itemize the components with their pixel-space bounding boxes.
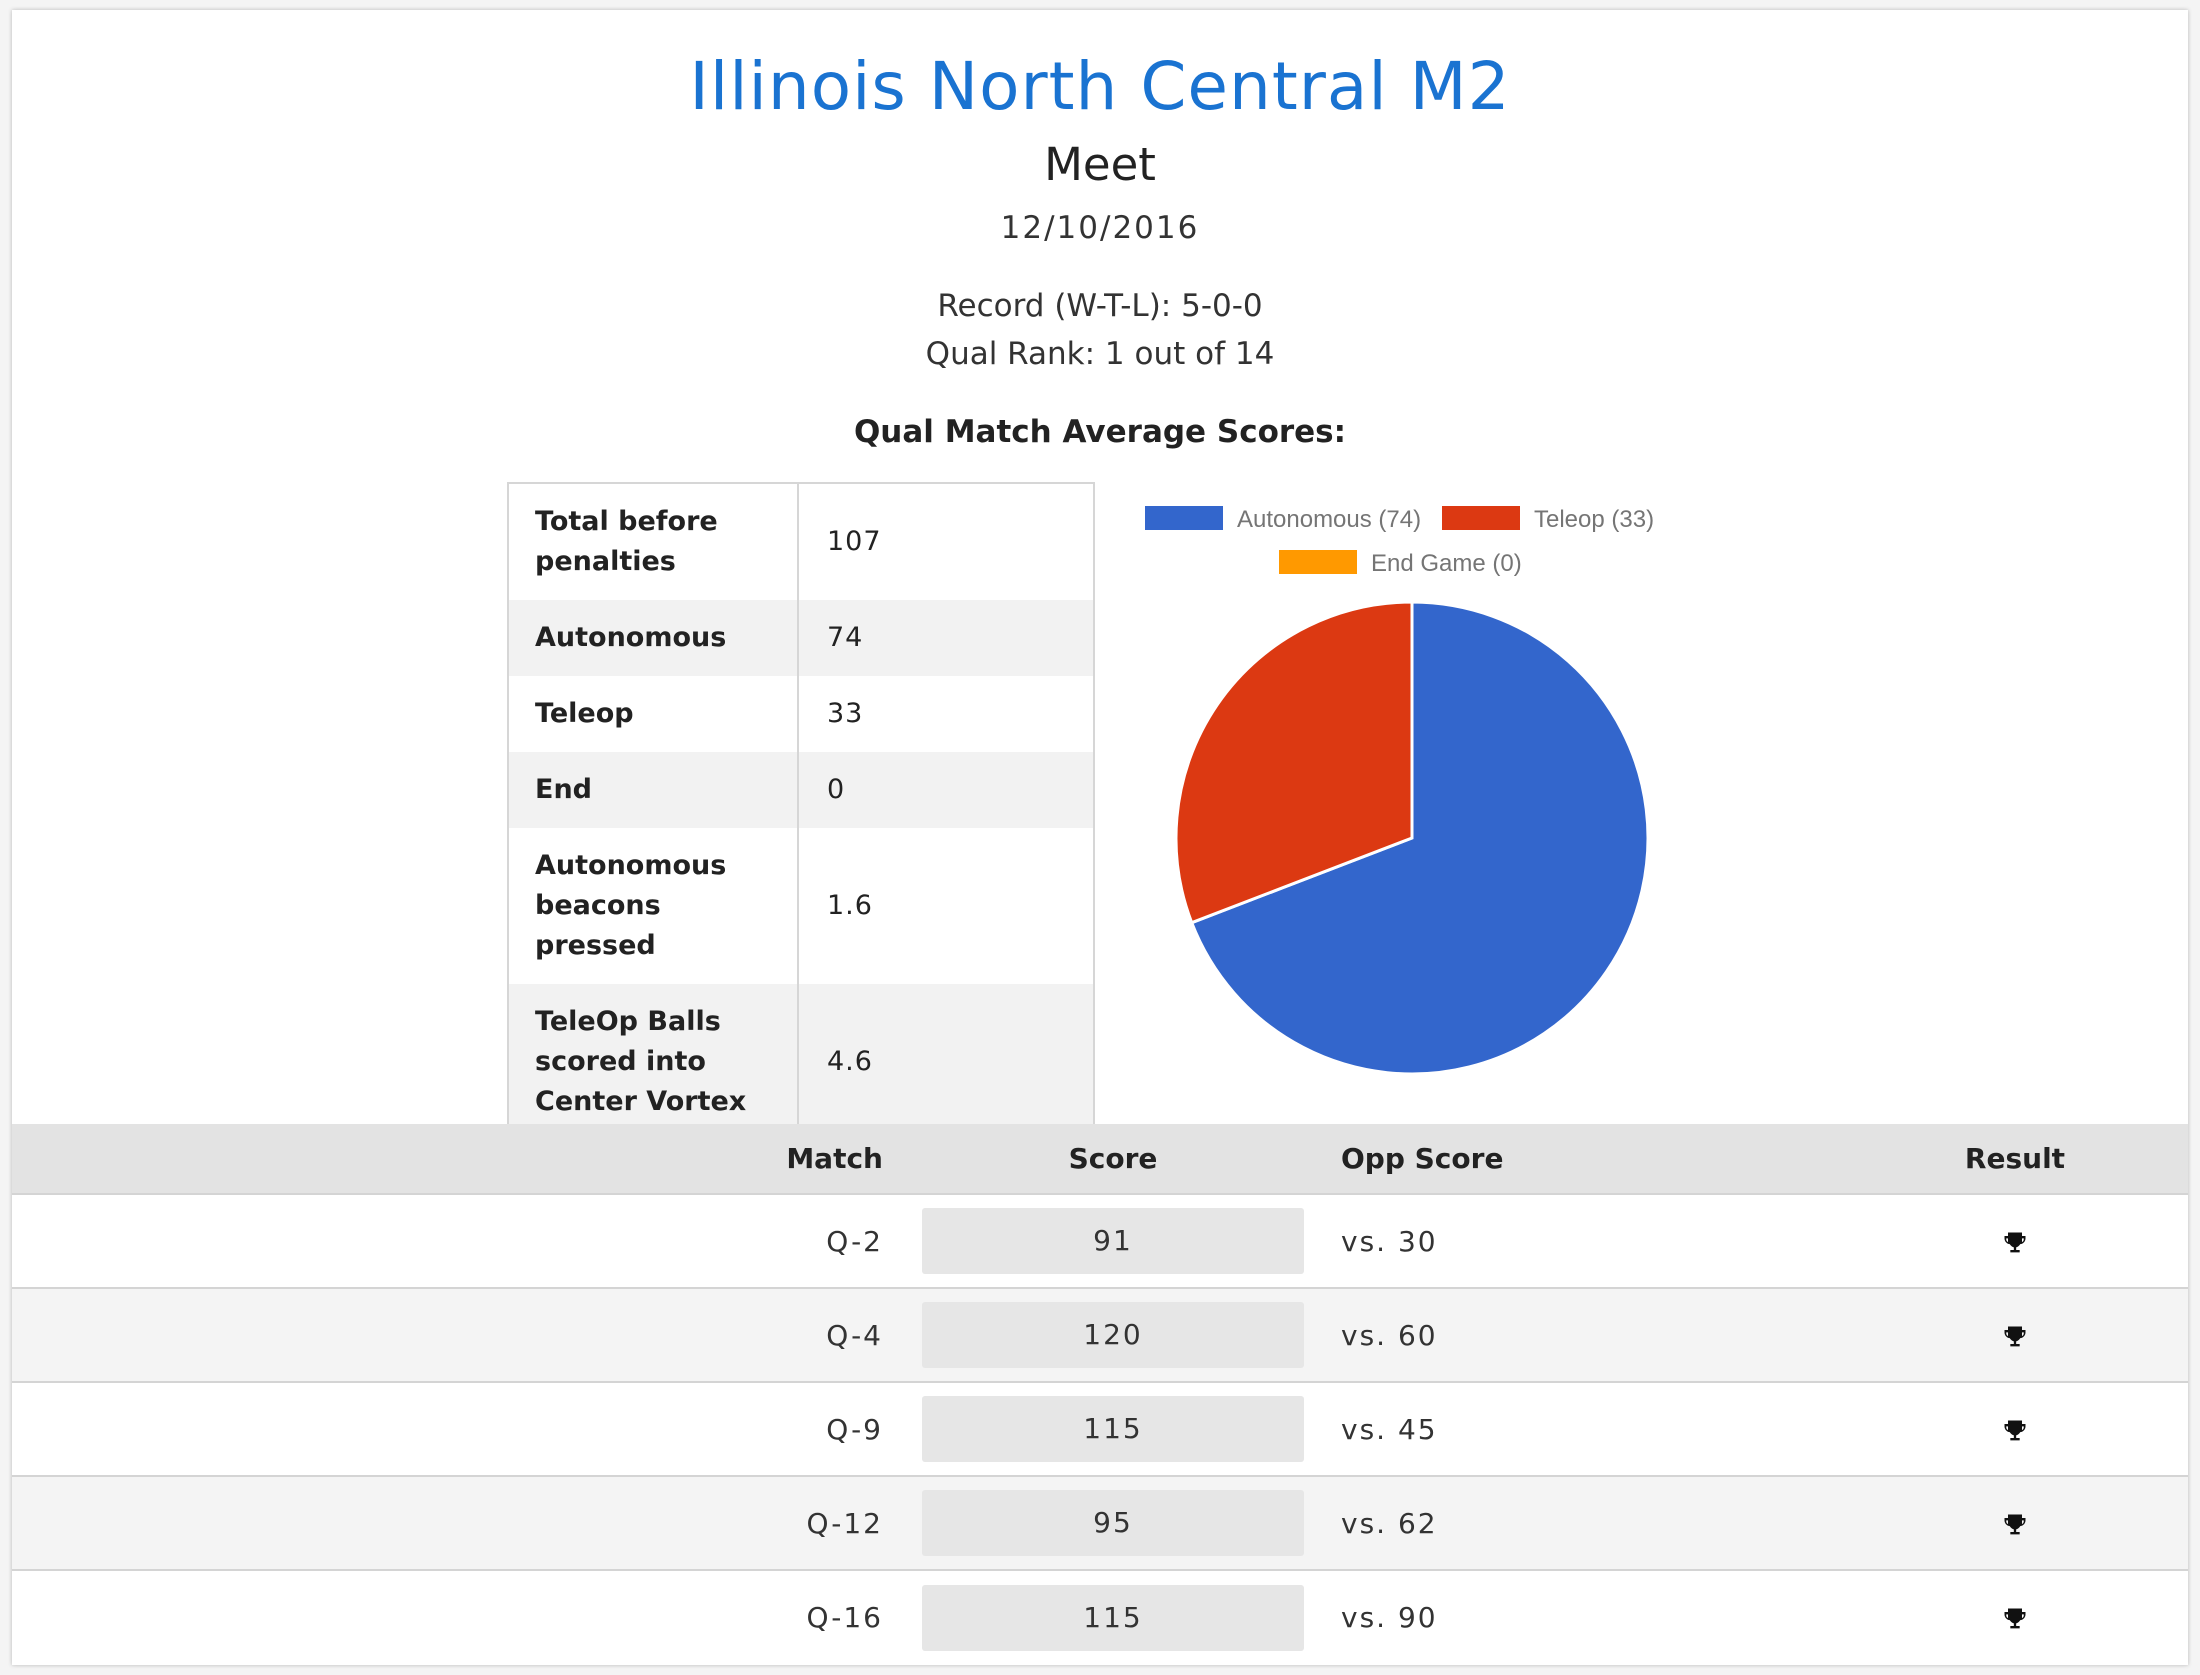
match-id: Q-4 [826, 1318, 883, 1352]
team-score: 95 [922, 1490, 1304, 1556]
stats-row: TeleOp Balls scored into Center Vortex 4… [508, 984, 1095, 1141]
legend-swatch [1442, 506, 1520, 530]
trophy-icon [2001, 1229, 2029, 1257]
score-breakdown-pie-chart[interactable]: Autonomous (74) Teleop (33) End Game (0) [1137, 492, 1697, 1092]
result-column-header[interactable]: Result [1964, 1142, 2066, 1175]
stats-row: Total before penalties 107 [508, 483, 1095, 600]
legend-swatch [1145, 506, 1223, 530]
event-title[interactable]: Illinois North Central M2 [689, 48, 1511, 125]
score-cell: 120 [921, 1288, 1305, 1382]
qual-rank-text: Qual Rank: 1 out of 14 [925, 336, 1275, 372]
matches-header-row: Match Score Opp Score Result [12, 1124, 2188, 1194]
stat-label: Teleop [508, 676, 799, 752]
legend-swatch [1279, 550, 1357, 574]
score-cell: 91 [921, 1194, 1305, 1288]
opponent-score: vs. 62 [1341, 1506, 1438, 1540]
stat-value: 74 [798, 600, 1095, 676]
average-scores-table: Total before penalties 107 Autonomous 74… [507, 482, 1095, 1142]
stat-label: TeleOp Balls scored into Center Vortex [508, 984, 799, 1141]
stat-label: Total before penalties [508, 483, 799, 600]
opponent-score: vs. 60 [1341, 1318, 1438, 1352]
stat-label: End [508, 752, 799, 828]
result-cell [1762, 1382, 2188, 1476]
legend-item[interactable]: Autonomous (74) [1145, 506, 1421, 533]
stat-label: Autonomous beacons pressed [508, 828, 799, 984]
opponent-score: vs. 45 [1341, 1412, 1438, 1446]
stat-value: 0 [798, 752, 1095, 828]
stat-value: 4.6 [798, 984, 1095, 1141]
match-row[interactable]: Q-4 120 vs. 60 [12, 1288, 2188, 1382]
score-cell: 115 [921, 1382, 1305, 1476]
event-card: Illinois North Central M2 Meet 12/10/201… [12, 10, 2188, 1665]
stats-row: Autonomous beacons pressed 1.6 [508, 828, 1095, 984]
stats-row: End 0 [508, 752, 1095, 828]
event-date: 12/10/2016 [1000, 210, 1200, 246]
opponent-score: vs. 90 [1341, 1601, 1438, 1634]
score-cell: 95 [921, 1476, 1305, 1570]
score-cell: 115 [921, 1570, 1305, 1664]
match-id: Q-9 [826, 1412, 883, 1446]
match-id: Q-16 [806, 1601, 883, 1634]
team-score: 115 [922, 1396, 1304, 1462]
match-row[interactable]: Q-12 95 vs. 62 [12, 1476, 2188, 1570]
pie-slice[interactable] [1174, 600, 1414, 925]
opp-score-column-header[interactable]: Opp Score [1341, 1142, 1504, 1175]
stats-row: Teleop 33 [508, 676, 1095, 752]
opponent-score: vs. 30 [1341, 1224, 1438, 1258]
trophy-icon [2001, 1417, 2029, 1445]
stat-value: 33 [798, 676, 1095, 752]
legend-item[interactable]: Teleop (33) [1442, 506, 1654, 533]
trophy-icon [2001, 1605, 2029, 1633]
stat-value: 1.6 [798, 828, 1095, 984]
team-score: 115 [922, 1584, 1304, 1651]
match-column-header[interactable]: Match [786, 1142, 883, 1175]
match-row[interactable]: Q-16 115 vs. 90 [12, 1570, 2188, 1664]
result-cell [1762, 1194, 2188, 1288]
result-cell [1762, 1288, 2188, 1382]
team-score: 120 [922, 1302, 1304, 1368]
pie-slice[interactable] [1189, 600, 1650, 1076]
trophy-icon [2001, 1511, 2029, 1539]
stats-row: Autonomous 74 [508, 600, 1095, 676]
match-id: Q-2 [826, 1224, 883, 1258]
score-column-header[interactable]: Score [1068, 1142, 1158, 1175]
result-cell [1762, 1476, 2188, 1570]
trophy-icon [2001, 1323, 2029, 1351]
record-text: Record (W-T-L): 5-0-0 [937, 288, 1263, 324]
stat-value: 107 [798, 483, 1095, 600]
stat-label: Autonomous [508, 600, 799, 676]
result-cell [1762, 1570, 2188, 1664]
event-type: Meet [1044, 138, 1156, 191]
legend-label: End Game (0) [1371, 550, 1522, 577]
legend-label: Autonomous (74) [1237, 506, 1421, 533]
team-score: 91 [922, 1208, 1304, 1274]
match-row[interactable]: Q-9 115 vs. 45 [12, 1382, 2188, 1476]
match-id: Q-12 [806, 1506, 883, 1540]
legend-label: Teleop (33) [1534, 506, 1654, 533]
match-row[interactable]: Q-2 91 vs. 30 [12, 1194, 2188, 1288]
average-scores-heading: Qual Match Average Scores: [853, 414, 1347, 450]
legend-item[interactable]: End Game (0) [1279, 550, 1522, 577]
matches-table: Match Score Opp Score Result Q-2 91 vs. 30… [12, 1124, 2188, 1664]
